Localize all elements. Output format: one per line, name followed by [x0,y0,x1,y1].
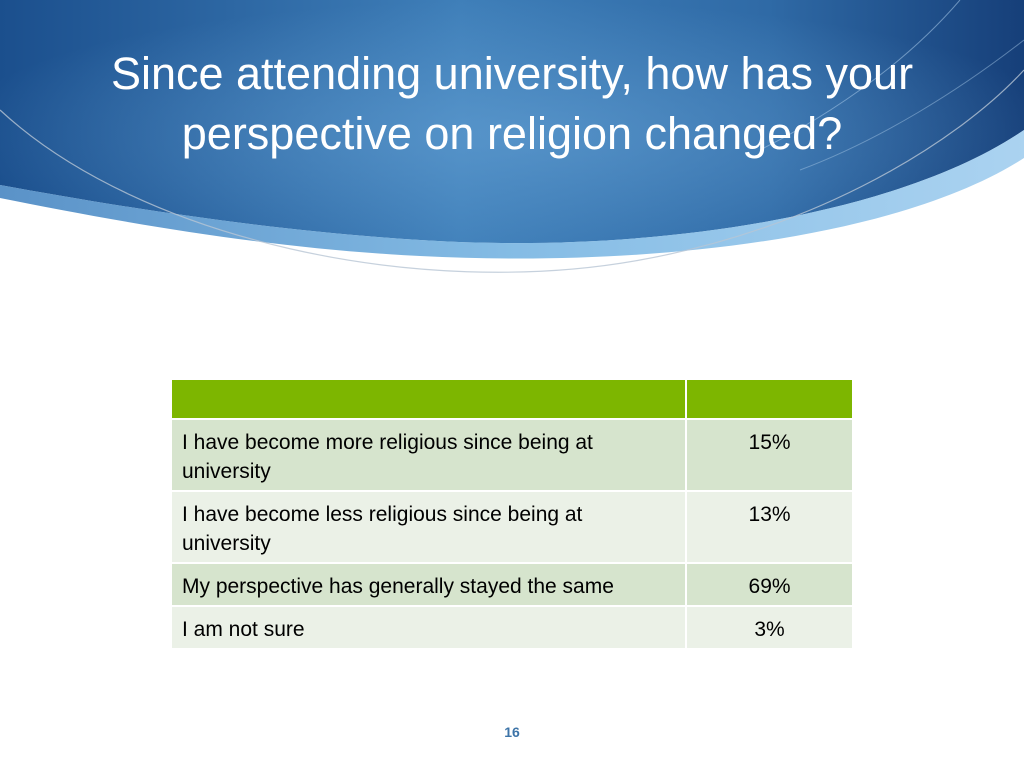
table-header-row [169,378,854,420]
table-row: I have become less religious since being… [169,490,854,564]
response-percentage: 3% [685,605,854,650]
table-row: I have become more religious since being… [169,418,854,492]
results-table: I have become more religious since being… [169,378,854,650]
table-header-cell [169,378,688,420]
table-row: I am not sure 3% [169,605,854,650]
response-label: I have become more religious since being… [169,418,688,492]
response-percentage: 15% [685,418,854,492]
header-swoosh-background [0,0,1024,273]
response-label: My perspective has generally stayed the … [169,562,688,607]
slide-title: Since attending university, how has your… [110,48,914,159]
response-percentage: 69% [685,562,854,607]
page-number: 16 [504,724,520,740]
table-header-cell [685,378,854,420]
response-label: I am not sure [169,605,688,650]
table-row: My perspective has generally stayed the … [169,562,854,607]
response-percentage: 13% [685,490,854,564]
response-label: I have become less religious since being… [169,490,688,564]
